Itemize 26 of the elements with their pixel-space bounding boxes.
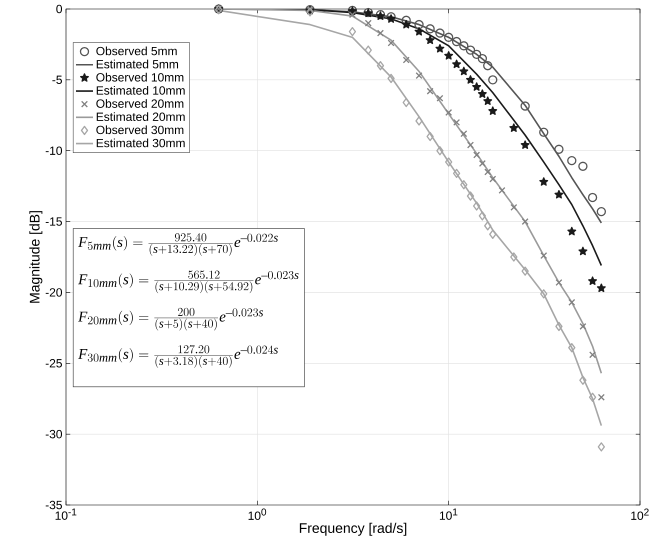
legend-label: Observed 10mm	[96, 72, 184, 82]
legend-label: Observed 20mm	[96, 99, 184, 108]
y-tick-label: -35	[46, 500, 62, 510]
annotation: $F_{5mm}(s) = \frac{925.40}{(s+13.22)(s+70)}e^{-0.022s}$	[78, 233, 278, 256]
annotation: $F_{10mm}(s) = \frac{565.12}{(s+10.29)(s+54.92)}e^{-0.023s}$	[78, 270, 299, 294]
y-tick-label: -20	[46, 288, 62, 297]
legend-label: Estimated 30mm	[96, 138, 185, 148]
x-tick-label: 10$^{1}$	[440, 508, 458, 520]
legend-label: Estimated 10mm	[96, 86, 185, 95]
x-tick-label: 10$^{2}$	[631, 508, 649, 520]
legend-label: Observed 5mm	[96, 46, 177, 56]
y-tick-label: 0	[56, 4, 62, 14]
x-axis-title: Frequency [rad/s]	[300, 522, 406, 536]
y-tick-label: -15	[46, 217, 62, 226]
x-tick-label: 10$^{0}$	[248, 508, 266, 520]
annotation: $F_{30mm}(s) = \frac{127.20}{(s+3.18)(s+40)}e^{-0.024s}$	[78, 345, 278, 368]
y-tick-label: -10	[46, 146, 62, 155]
y-tick-label: -25	[46, 359, 62, 368]
legend-label: Estimated 20mm	[96, 112, 185, 121]
legend-label: Estimated 5mm	[96, 60, 178, 68]
y-tick-label: -5	[52, 76, 62, 84]
y-tick-label: -30	[46, 430, 62, 438]
x-tick-label: 10$^{-1}$	[56, 508, 76, 520]
y-axis-title: Magnitude [dB]	[29, 211, 42, 303]
legend-label: Observed 30mm	[96, 125, 184, 134]
annotation: $F_{20mm}(s) = \frac{200}{(s+5)(s+40)}e^{-0.023s}$	[78, 308, 264, 330]
